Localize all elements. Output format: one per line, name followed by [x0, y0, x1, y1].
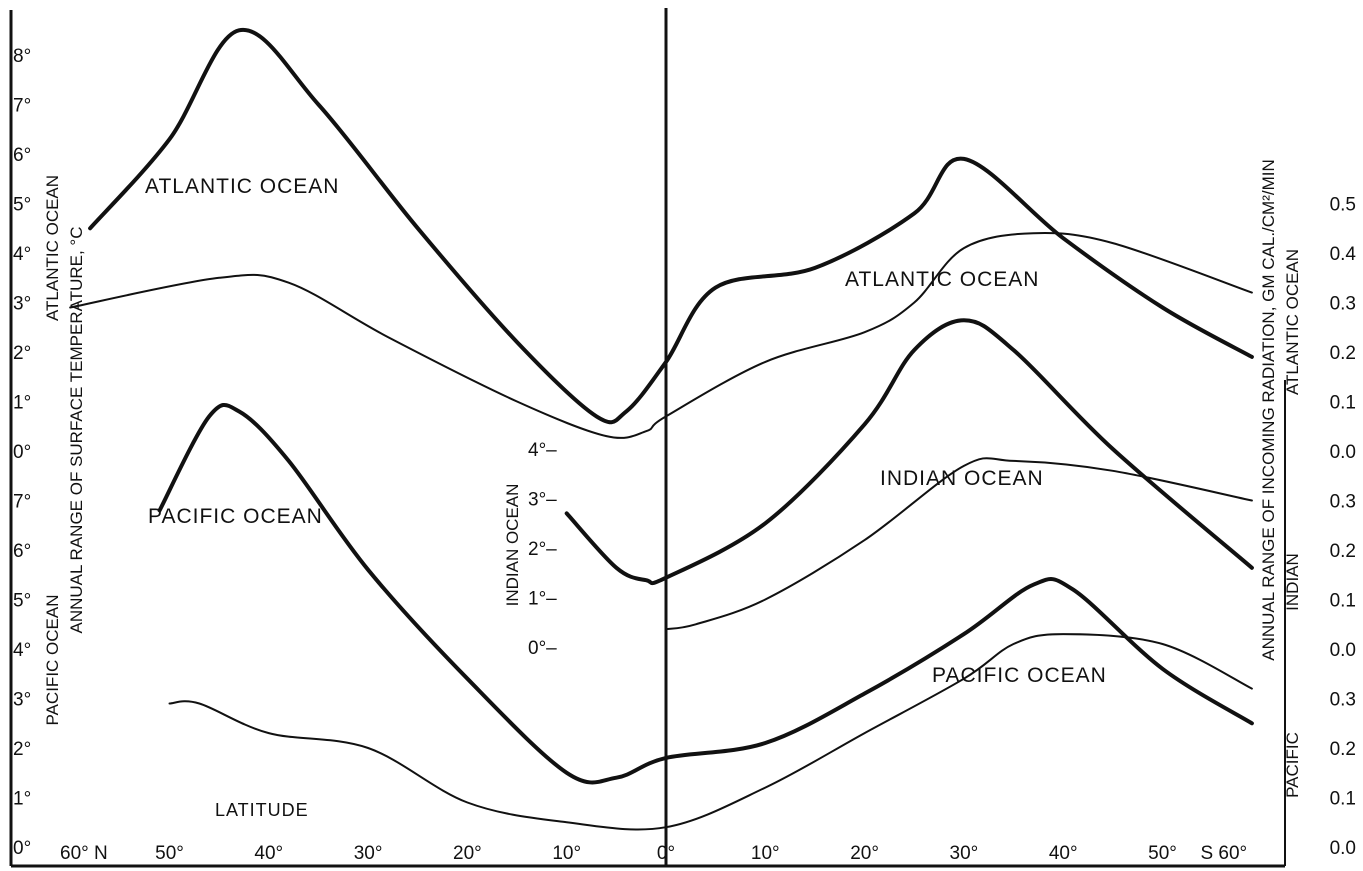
left-axis-title: ANNUAL RANGE OF SURFACE TEMPERATURE, °C	[67, 227, 86, 634]
x-tick-label: 0°	[657, 843, 675, 864]
left-pacific-tick: 2°	[13, 343, 31, 364]
indian-axis-tick: 3°–	[528, 490, 557, 511]
x-tick-label: 60° N	[60, 843, 108, 864]
right-pacific-label: PACIFIC	[1283, 732, 1302, 798]
left-atlantic-tick: 6°	[13, 145, 31, 166]
pacific-north-label: PACIFIC OCEAN	[148, 505, 323, 528]
left-pacific-tick: 3°	[13, 690, 31, 711]
right-indian-label: INDIAN	[1283, 553, 1302, 611]
x-tick-label: 20°	[850, 843, 879, 864]
right-pacific-tick: 0.3	[1330, 690, 1356, 711]
left-atlantic-tick: 8°	[13, 46, 31, 67]
indian-south-label: INDIAN OCEAN	[880, 467, 1044, 490]
right-atlantic-tick: 0.5	[1330, 195, 1356, 216]
left-pacific-tick: 1°	[13, 789, 31, 810]
pacific-south-label: PACIFIC OCEAN	[932, 664, 1107, 687]
left-atlantic-tick: 3°	[13, 294, 31, 315]
right-pacific-tick: 0.2	[1330, 739, 1356, 760]
x-tick-label: 10°	[751, 843, 780, 864]
x-tick-label: 50°	[1148, 843, 1177, 864]
right-atlantic-tick: 0.4	[1330, 244, 1357, 265]
left-atlantic-label: ATLANTIC OCEAN	[43, 175, 62, 321]
right-atlantic-label: ATLANTIC OCEAN	[1283, 249, 1302, 395]
ticks-layer: 60° N 50° 40° 30° 20° 10° 0° 10° 20° 30° 40° 50° S 6…	[13, 46, 1356, 864]
indian-radiation-line	[665, 457, 1253, 631]
indian-axis-tick: 1°–	[528, 589, 557, 610]
left-pacific-tick: 0°	[13, 838, 31, 859]
left-pacific-tick: 0°	[13, 442, 31, 463]
indian-axis-tick: 2°–	[528, 539, 557, 560]
atlantic-north-label: ATLANTIC OCEAN	[145, 175, 339, 198]
right-atlantic-tick: 0.2	[1330, 343, 1356, 364]
right-indian-tick: 0.3	[1330, 492, 1356, 513]
left-pacific-tick: 4°	[13, 640, 31, 661]
x-tick-label: 30°	[354, 843, 383, 864]
x-tick-label: 50°	[155, 843, 184, 864]
right-pacific-tick: 0.1	[1330, 789, 1356, 810]
series-layer	[69, 27, 1254, 831]
left-pacific-label: PACIFIC OCEAN	[43, 595, 62, 726]
left-pacific-tick: 2°	[13, 739, 31, 760]
indian-axis-tick: 0°–	[528, 638, 557, 659]
right-pacific-tick: 0.0	[1330, 838, 1356, 859]
x-tick-label: S 60°	[1200, 843, 1247, 864]
left-atlantic-tick: 4°	[13, 244, 31, 265]
right-atlantic-tick: 0.0	[1330, 442, 1356, 463]
left-pacific-tick: 1°	[13, 393, 31, 414]
left-pacific-tick: 6°	[13, 541, 31, 562]
x-axis-label: LATITUDE	[215, 800, 309, 820]
atlantic-radiation-line	[69, 231, 1253, 439]
right-atlantic-tick: 0.3	[1330, 294, 1356, 315]
right-indian-tick: 0.2	[1330, 541, 1356, 562]
indian-axis-tick: 4°–	[528, 440, 557, 461]
left-pacific-tick: 5°	[13, 591, 31, 612]
atlantic-south-label: ATLANTIC OCEAN	[845, 268, 1039, 291]
x-tick-label: 10°	[552, 843, 581, 864]
right-indian-tick: 0.0	[1330, 640, 1356, 661]
x-tick-label: 20°	[453, 843, 482, 864]
right-axis-title: ANNUAL RANGE OF INCOMING RADIATION, GM C…	[1259, 159, 1278, 661]
right-indian-tick: 0.1	[1330, 591, 1356, 612]
left-pacific-tick: 7°	[13, 492, 31, 513]
left-atlantic-tick: 7°	[13, 96, 31, 117]
right-atlantic-tick: 0.1	[1330, 393, 1356, 414]
indian-temperature-line	[564, 318, 1254, 586]
x-tick-label: 40°	[254, 843, 283, 864]
x-tick-label: 40°	[1049, 843, 1078, 864]
indian-axis-title: INDIAN OCEAN	[503, 484, 522, 607]
pacific-radiation-line	[168, 633, 1253, 831]
pacific-temperature-line	[157, 402, 1254, 785]
left-atlantic-tick: 5°	[13, 195, 31, 216]
x-tick-label: 30°	[950, 843, 979, 864]
atlantic-temperature-line	[88, 27, 1254, 425]
